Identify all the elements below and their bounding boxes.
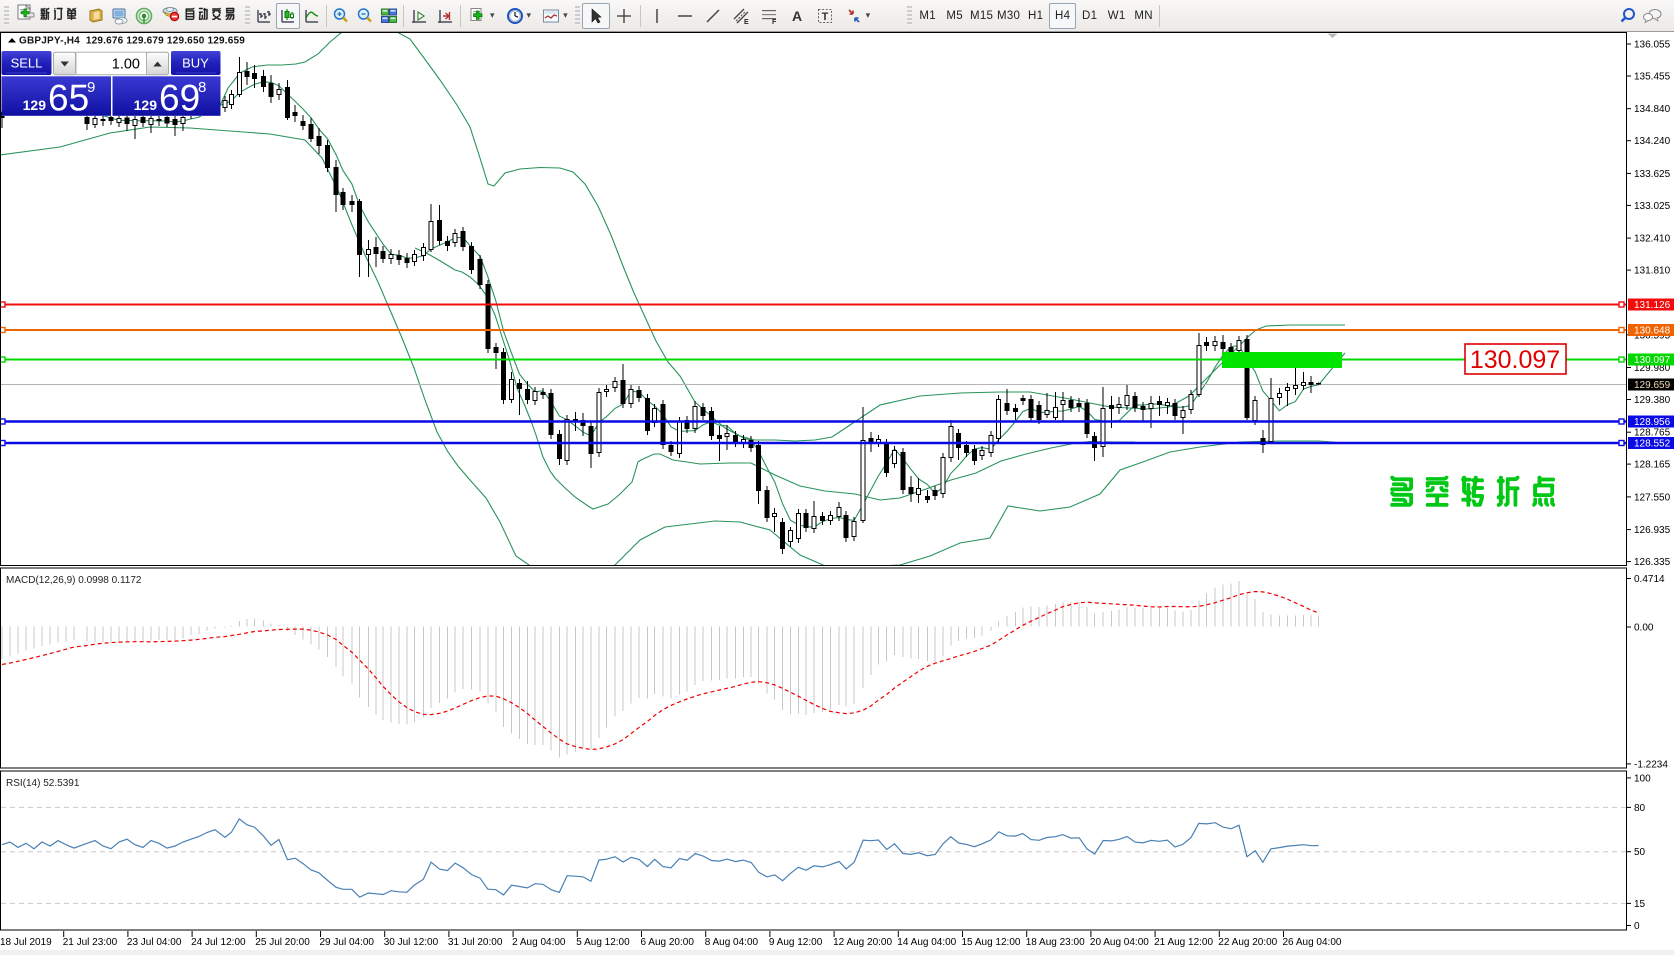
svg-text:15: 15 [1634, 899, 1646, 910]
svg-text:RSI(14) 52.5391: RSI(14) 52.5391 [6, 778, 80, 789]
svg-text:134.840: 134.840 [1634, 104, 1671, 115]
svg-text:14 Aug 04:00: 14 Aug 04:00 [897, 937, 956, 948]
svg-text:50: 50 [1634, 847, 1646, 858]
svg-text:22 Aug 20:00: 22 Aug 20:00 [1218, 937, 1277, 948]
svg-text:T: T [821, 11, 828, 23]
svg-text:26 Aug 04:00: 26 Aug 04:00 [1283, 937, 1342, 948]
svg-text:129: 129 [134, 97, 158, 113]
svg-text:21 Jul 23:00: 21 Jul 23:00 [63, 937, 118, 948]
svg-text:24 Jul 12:00: 24 Jul 12:00 [191, 937, 246, 948]
svg-text:134.240: 134.240 [1634, 136, 1671, 147]
svg-text:128.956: 128.956 [1634, 417, 1671, 428]
svg-text:9 Aug 12:00: 9 Aug 12:00 [769, 937, 823, 948]
svg-text:131.810: 131.810 [1634, 266, 1671, 277]
svg-text:30 Jul 12:00: 30 Jul 12:00 [384, 937, 439, 948]
svg-text:132.410: 132.410 [1634, 234, 1671, 245]
svg-text:0: 0 [1634, 921, 1640, 932]
svg-text:20 Aug 04:00: 20 Aug 04:00 [1090, 937, 1149, 948]
svg-text:F: F [772, 19, 777, 26]
svg-text:127.550: 127.550 [1634, 492, 1671, 503]
svg-text:25 Jul 20:00: 25 Jul 20:00 [255, 937, 310, 948]
svg-text:128.165: 128.165 [1634, 460, 1671, 471]
svg-text:SELL: SELL [11, 56, 43, 71]
svg-text:18 Aug 23:00: 18 Aug 23:00 [1026, 937, 1085, 948]
svg-text:5 Aug 12:00: 5 Aug 12:00 [576, 937, 630, 948]
svg-text:130.097: 130.097 [1470, 346, 1560, 374]
svg-text:E: E [744, 19, 749, 26]
svg-text:-1.2234: -1.2234 [1634, 759, 1668, 770]
svg-text:65: 65 [48, 78, 89, 119]
svg-text:126.935: 126.935 [1634, 525, 1671, 536]
svg-text:9: 9 [87, 79, 95, 96]
svg-text:135.455: 135.455 [1634, 72, 1671, 83]
svg-text:129.380: 129.380 [1634, 395, 1671, 406]
svg-text:100: 100 [1634, 773, 1651, 784]
svg-text:80: 80 [1634, 803, 1646, 814]
svg-text:133.625: 133.625 [1634, 169, 1671, 180]
svg-text:136.055: 136.055 [1634, 40, 1671, 51]
svg-text:131.126: 131.126 [1634, 300, 1671, 311]
svg-text:12 Aug 20:00: 12 Aug 20:00 [833, 937, 892, 948]
svg-text:GBPJPY-,H4 129.676 129.679 12: GBPJPY-,H4 129.676 129.679 129.650 129.6… [19, 36, 245, 47]
svg-text:18 Jul 2019: 18 Jul 2019 [0, 937, 52, 948]
svg-text:126.335: 126.335 [1634, 557, 1671, 568]
svg-text:69: 69 [159, 78, 200, 119]
svg-text:BUY: BUY [182, 56, 209, 71]
svg-text:15 Aug 12:00: 15 Aug 12:00 [962, 937, 1021, 948]
svg-text:23 Jul 04:00: 23 Jul 04:00 [127, 937, 182, 948]
svg-text:129.659: 129.659 [1634, 380, 1671, 391]
svg-text:6 Aug 20:00: 6 Aug 20:00 [641, 937, 695, 948]
svg-text:2 Aug 04:00: 2 Aug 04:00 [512, 937, 566, 948]
svg-text:8 Aug 04:00: 8 Aug 04:00 [705, 937, 759, 948]
svg-text:129.980: 129.980 [1634, 363, 1671, 374]
svg-text:0.4714: 0.4714 [1634, 574, 1665, 585]
svg-text:MACD(12,26,9) 0.0998 0.1172: MACD(12,26,9) 0.0998 0.1172 [6, 575, 142, 586]
svg-text:128.765: 128.765 [1634, 428, 1671, 439]
svg-text:21 Aug 12:00: 21 Aug 12:00 [1154, 937, 1213, 948]
svg-text:129: 129 [23, 97, 47, 113]
svg-text:130.097: 130.097 [1634, 355, 1671, 366]
svg-text:130.648: 130.648 [1634, 326, 1671, 337]
svg-text:8: 8 [198, 79, 206, 96]
svg-text:0.00: 0.00 [1634, 623, 1654, 634]
svg-text:A: A [792, 8, 802, 24]
svg-text:128.552: 128.552 [1634, 439, 1671, 450]
svg-text:133.025: 133.025 [1634, 201, 1671, 212]
svg-text:29 Jul 04:00: 29 Jul 04:00 [320, 937, 375, 948]
svg-text:1.00: 1.00 [112, 56, 140, 72]
svg-text:31 Jul 20:00: 31 Jul 20:00 [448, 937, 503, 948]
